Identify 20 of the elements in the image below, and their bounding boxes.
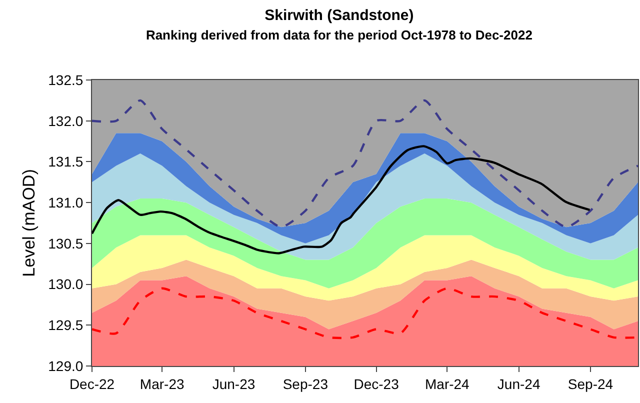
y-tick-label: 130.0 (48, 276, 84, 292)
x-tick-label: Sep-23 (282, 376, 328, 392)
y-axis-title: Level (mAOD) (20, 169, 39, 277)
x-tick-label: Jun-23 (212, 376, 256, 392)
x-tick-label: Jun-24 (497, 376, 540, 392)
x-tick-label: Sep-24 (568, 376, 614, 392)
y-tick-label: 130.5 (48, 235, 84, 252)
x-tick-label: Mar-23 (140, 376, 184, 392)
y-tick-label: 129.0 (48, 358, 84, 374)
y-tick-label: 131.0 (48, 194, 84, 210)
y-tick-label: 129.5 (48, 317, 84, 334)
x-tick-label: Dec-22 (69, 376, 115, 392)
x-tick-label: Dec-23 (354, 376, 400, 392)
y-tick-label: 131.5 (48, 154, 84, 170)
chart-title: Skirwith (Sandstone) (264, 7, 414, 24)
line-series (92, 145, 591, 254)
x-tick-label: Mar-24 (424, 376, 470, 392)
chart-subtitle: Ranking derived from data for the period Oct-1978 to Dec-2022 (146, 28, 532, 43)
y-tick-label: 132.0 (48, 112, 84, 129)
y-tick-label: 132.5 (48, 72, 84, 88)
